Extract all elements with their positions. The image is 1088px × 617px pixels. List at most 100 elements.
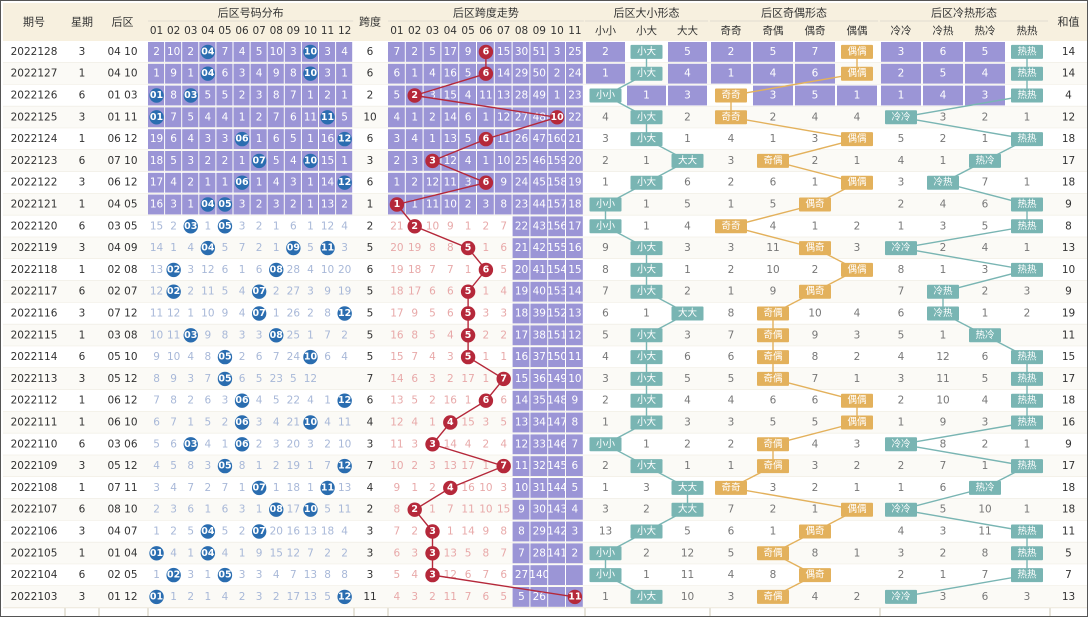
trend-bg-cell [388,85,405,106]
dist-missing: 2 [170,220,177,232]
dist-missing: 10 [321,264,334,276]
trend-missing: 21 [515,242,528,254]
dist-missing: 2 [273,460,280,472]
dist-bg-cell [301,194,318,215]
dist-bg-cell [319,172,336,193]
dist-missing: 1 [239,111,246,123]
hotcold-tag-label: 热热 [1017,133,1037,145]
issue-cell: 2022111 [11,417,58,429]
hotcold-missing: 5 [982,220,989,232]
dist-missing: 1 [307,133,314,145]
weekday-cell: 6 [79,286,86,298]
parity-missing: 1 [728,460,735,472]
dist-bg-cell [216,129,233,149]
dist-missing: 11 [167,329,180,341]
back-cell: 07 12 [107,308,137,320]
span-cell: 6 [367,177,374,189]
trend-missing: 9 [518,504,525,516]
trend-bg-cell [530,303,548,324]
hotcold-missing: 7 [982,177,989,189]
back-cell: 03 05 [107,220,137,232]
hotcold-tag-label: 热热 [1017,351,1037,363]
dist-ball-label: 08 [270,264,284,275]
dist-bg-cell [216,151,233,171]
parity-tag [715,480,747,495]
span-cell: 5 [367,329,374,341]
parity-bg-cell [711,63,751,84]
hotcold-bg-cell [881,85,921,106]
size-missing: 1 [684,133,691,145]
back-cell: 05 12 [107,373,137,385]
dist-missing: 3 [256,90,263,102]
size-tag [630,241,663,256]
hotcold-missing: 1 [1024,438,1031,450]
dist-missing: 1 [239,155,246,167]
trend-missing: 12 [568,329,581,341]
hotcold-tag [969,480,1001,495]
weekday-cell: 3 [79,111,86,123]
trend-bg-cell [512,281,530,302]
trend-missing: 6 [572,460,579,472]
dist-ball-label: 10 [304,504,318,515]
dist-missing: 7 [205,373,212,385]
trend-missing: 2 [500,329,507,341]
size-tag-label: 小大 [637,263,657,275]
trend-missing: 14 [444,438,458,450]
trend-bg-cell [512,42,530,62]
hotcold-missing: 3 [982,417,989,429]
trend-missing: 6 [483,591,490,603]
span-cell: 10 [363,111,376,123]
parity-tag-label: 偶奇 [805,569,825,581]
span-cell: 6 [367,395,374,407]
parity-missing: 6 [770,395,777,407]
trend-missing: 5 [429,329,436,341]
dist-missing: 7 [170,111,177,123]
size-tag [630,132,663,147]
dist-missing: 1 [256,460,263,472]
trend-bg-cell [566,412,583,433]
dist-missing: 14 [321,177,335,189]
dist-missing: 18 [287,482,300,494]
dist-missing: 4 [205,111,212,123]
trend-missing: 11 [497,133,510,145]
trend-bg-cell [566,63,583,84]
span-ball [443,480,458,496]
trend-missing: 7 [394,46,401,58]
dist-ball [200,197,216,212]
hotcold-tag [885,502,917,517]
size-missing: 9 [602,242,609,254]
trend-missing: 40 [533,286,546,298]
size-missing: 3 [602,504,609,516]
trend-bg-cell [548,390,565,411]
dist-missing: 5 [205,417,212,429]
trend-bg-cell [566,543,583,564]
parity-missing: 3 [728,242,735,254]
dist-ball [337,393,352,408]
dist-ball [217,219,233,234]
size-tag-label: 小大 [637,394,657,406]
dist-missing: 2 [187,46,194,58]
hotcold-tag-label: 热热 [1017,547,1037,559]
size-missing: 2 [602,46,609,58]
trend-bg-cell [566,499,583,520]
dist-missing: 2 [256,220,263,232]
trend-missing: 5 [500,264,507,276]
parity-missing: 5 [812,90,819,102]
dist-bg-cell [250,172,267,193]
hotcold-missing: 5 [982,373,989,385]
dist-ball-label: 12 [338,461,351,472]
dist-ball [303,415,318,430]
trend-bg-cell [548,478,565,498]
parity-tag-label: 偶偶 [847,45,866,57]
dist-ball [251,306,267,321]
dist-missing: 4 [341,46,348,58]
back-cell: 01 11 [107,111,137,123]
trend-missing: 3 [411,591,418,603]
hotcold-tag [1011,197,1043,212]
dist-missing: 3 [256,417,263,429]
hotcold-tag [885,437,917,452]
dist-missing: 1 [273,308,280,320]
parity-missing: 4 [854,308,861,320]
hotcold-missing: 1 [898,482,905,494]
hotcold-tag-label: 热热 [1017,89,1037,101]
